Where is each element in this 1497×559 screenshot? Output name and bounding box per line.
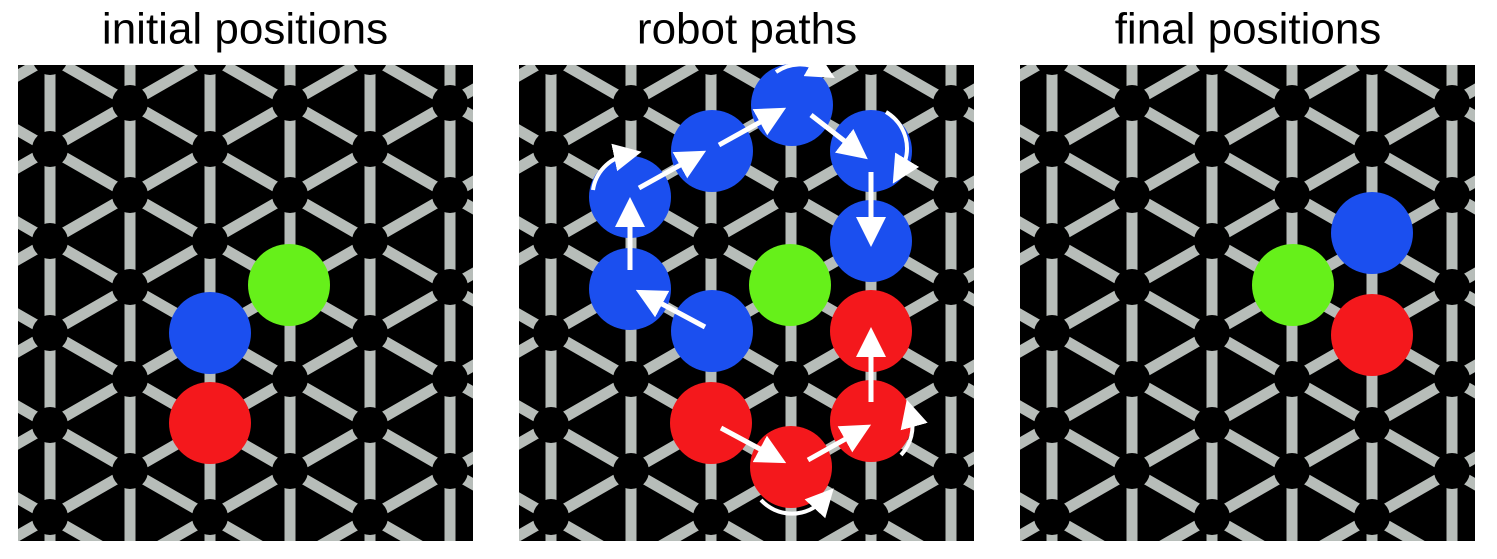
panel-title: robot paths	[637, 5, 857, 54]
panel-final	[1020, 65, 1475, 541]
panel-title: final positions	[1115, 5, 1382, 54]
panel-paths	[519, 51, 974, 541]
panel-title: initial positions	[102, 5, 388, 54]
panel-initial	[18, 65, 473, 541]
